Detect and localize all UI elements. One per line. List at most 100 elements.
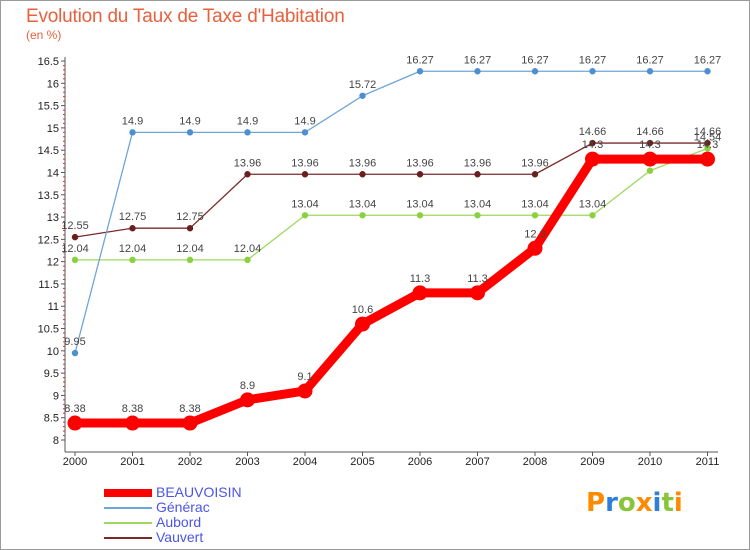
data-point-beauvoisin bbox=[527, 240, 543, 256]
data-label-generac: 14.9 bbox=[294, 115, 315, 127]
data-label-vauvert: 13.96 bbox=[234, 157, 262, 169]
data-point-aubord bbox=[359, 212, 366, 219]
x-tick-label: 2003 bbox=[235, 456, 259, 468]
data-point-beauvoisin bbox=[355, 316, 370, 332]
data-point-aubord bbox=[129, 256, 136, 264]
data-label-beauvoisin: 12.3 bbox=[524, 228, 545, 240]
data-label-generac: 14.9 bbox=[237, 115, 258, 127]
data-point-vauvert bbox=[359, 171, 366, 178]
data-point-generac bbox=[474, 68, 481, 75]
y-tick-label: 12.5 bbox=[38, 234, 59, 246]
data-point-generac bbox=[359, 92, 366, 99]
data-label-aubord: 12.04 bbox=[176, 243, 204, 255]
data-point-generac bbox=[416, 68, 424, 75]
legend-label-vauvert: Vauvert bbox=[156, 529, 204, 545]
y-tick-label: 14 bbox=[47, 167, 59, 179]
data-point-vauvert bbox=[704, 139, 711, 147]
data-point-beauvoisin bbox=[642, 151, 658, 167]
data-label-beauvoisin: 8.9 bbox=[240, 380, 255, 392]
data-label-beauvoisin: 10.6 bbox=[352, 304, 373, 316]
data-label-aubord: 13.04 bbox=[521, 198, 549, 210]
data-label-beauvoisin: 8.38 bbox=[64, 403, 85, 415]
data-point-generac bbox=[186, 129, 194, 136]
data-label-vauvert: 13.96 bbox=[406, 157, 434, 169]
data-point-aubord bbox=[531, 212, 539, 219]
y-tick-label: 14.5 bbox=[38, 145, 59, 157]
x-tick-label: 2007 bbox=[465, 456, 489, 468]
data-point-vauvert bbox=[646, 139, 654, 147]
y-tick-label: 12 bbox=[47, 257, 59, 269]
x-tick-label: 2010 bbox=[638, 456, 662, 468]
data-point-beauvoisin bbox=[240, 392, 255, 408]
data-label-vauvert: 13.96 bbox=[291, 157, 319, 169]
data-label-generac: 16.27 bbox=[406, 54, 434, 66]
x-tick-label: 2011 bbox=[696, 456, 720, 468]
data-label-vauvert: 12.75 bbox=[119, 211, 147, 223]
y-tick-label: 9 bbox=[53, 390, 59, 402]
data-label-generac: 9.95 bbox=[64, 336, 85, 348]
logo-letter: i bbox=[673, 488, 683, 518]
data-point-generac bbox=[704, 68, 711, 75]
data-point-vauvert bbox=[186, 225, 194, 232]
data-point-aubord bbox=[416, 212, 424, 219]
data-label-beauvoisin: 11.3 bbox=[410, 273, 431, 285]
data-label-beauvoisin: 11.3 bbox=[467, 273, 488, 285]
data-point-aubord bbox=[71, 256, 79, 264]
y-tick-label: 10 bbox=[47, 346, 59, 358]
data-point-vauvert bbox=[301, 171, 309, 178]
data-label-aubord: 14.54 bbox=[694, 131, 722, 143]
data-label-aubord: 13.04 bbox=[291, 198, 319, 210]
data-label-beauvoisin: 14.3 bbox=[639, 139, 660, 151]
data-label-generac: 14.9 bbox=[122, 115, 143, 127]
y-tick-label: 16.5 bbox=[38, 56, 59, 68]
series-line-beauvoisin bbox=[75, 154, 708, 428]
data-point-beauvoisin bbox=[297, 383, 313, 399]
data-point-generac bbox=[589, 68, 596, 75]
y-tick-label: 13 bbox=[47, 212, 59, 224]
data-label-generac: 16.27 bbox=[636, 54, 664, 66]
data-point-vauvert bbox=[531, 171, 539, 178]
y-tick-label: 10.5 bbox=[38, 324, 59, 336]
series-line-aubord bbox=[75, 147, 708, 261]
data-point-vauvert bbox=[589, 139, 596, 147]
data-label-aubord: 13.04 bbox=[579, 198, 607, 210]
data-point-beauvoisin bbox=[585, 151, 600, 167]
data-label-vauvert: 13.96 bbox=[464, 157, 492, 169]
legend-item-beauvoisin: BEAUVOISIN bbox=[104, 485, 242, 500]
data-point-aubord bbox=[474, 212, 481, 219]
x-tick-label: 2008 bbox=[523, 456, 547, 468]
data-label-generac: 16.27 bbox=[521, 54, 549, 66]
y-tick-label: 8.5 bbox=[44, 413, 59, 425]
data-point-generac bbox=[71, 349, 79, 357]
x-tick-label: 2004 bbox=[293, 456, 317, 468]
data-point-beauvoisin bbox=[470, 285, 485, 301]
data-label-aubord: 12.04 bbox=[119, 243, 147, 255]
data-point-beauvoisin bbox=[412, 285, 428, 301]
data-label-aubord: 13.04 bbox=[406, 198, 434, 210]
x-tick-label: 2002 bbox=[178, 456, 202, 468]
chart-legend: BEAUVOISIN Générac Aubord Vauvert bbox=[104, 485, 242, 545]
x-tick-label: 2001 bbox=[120, 456, 144, 468]
x-tick-label: 2009 bbox=[580, 456, 604, 468]
data-label-generac: 16.27 bbox=[464, 54, 492, 66]
y-tick-label: 16 bbox=[47, 78, 59, 90]
data-label-aubord: 13.04 bbox=[464, 198, 492, 210]
y-tick-label: 13.5 bbox=[38, 190, 59, 202]
data-point-aubord bbox=[301, 212, 309, 219]
data-point-aubord bbox=[244, 256, 251, 264]
logo-letter: t bbox=[661, 488, 674, 518]
y-tick-label: 9.5 bbox=[44, 368, 59, 380]
legend-item-vauvert: Vauvert bbox=[104, 530, 242, 545]
data-point-vauvert bbox=[244, 171, 251, 178]
data-point-generac bbox=[129, 129, 136, 136]
data-point-beauvoisin bbox=[125, 415, 140, 431]
data-point-aubord bbox=[704, 145, 711, 152]
data-point-generac bbox=[531, 68, 539, 75]
data-label-vauvert: 13.96 bbox=[349, 157, 377, 169]
x-tick-label: 2005 bbox=[350, 456, 374, 468]
data-point-aubord bbox=[646, 167, 654, 174]
data-label-generac: 14.9 bbox=[179, 115, 200, 127]
legend-swatch-generac bbox=[104, 506, 152, 509]
